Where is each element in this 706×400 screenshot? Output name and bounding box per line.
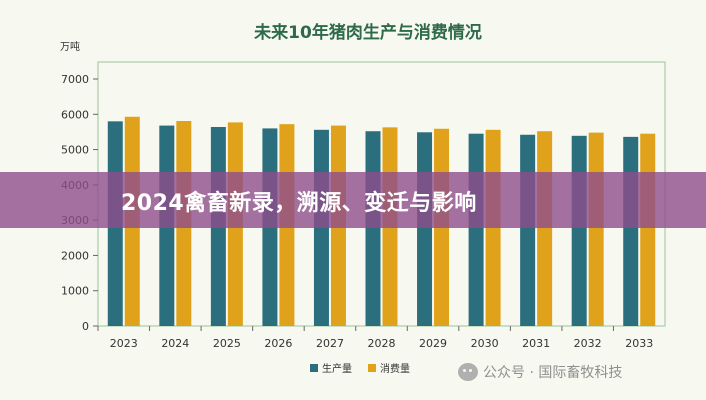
legend-label-consumption: 消费量 [380, 362, 410, 375]
bar-consumption-2031 [537, 131, 553, 326]
legend-label-production: 生产量 [322, 362, 352, 375]
y-tick-label: 1000 [61, 285, 89, 298]
x-tick-label: 2028 [368, 337, 396, 350]
y-axis-unit-label: 万吨 [60, 40, 80, 53]
x-tick-label: 2032 [574, 337, 602, 350]
bar-production-2028 [365, 131, 381, 326]
watermark-text: 公众号 · 国际畜牧科技 [483, 365, 623, 381]
bar-consumption-2033 [640, 133, 656, 326]
x-axis: 2023 2024 2025 2026 2027 2028 2029 2030 2031 2032… [97, 326, 653, 350]
legend: 生产量 消费量 [310, 362, 410, 375]
y-tick-label: 7000 [61, 73, 89, 86]
legend-swatch-production [310, 364, 318, 372]
bar-production-2033 [623, 136, 639, 326]
x-tick-label: 2030 [471, 337, 499, 350]
y-tick-label: 0 [82, 320, 89, 333]
x-tick-label: 2027 [316, 337, 344, 350]
y-tick-label: 5000 [61, 144, 89, 157]
bar-production-2029 [417, 132, 433, 326]
bar-consumption-2032 [588, 132, 604, 326]
x-tick-label: 2024 [161, 337, 189, 350]
legend-swatch-consumption [368, 364, 376, 372]
x-tick-label: 2029 [419, 337, 447, 350]
bar-production-2030 [468, 133, 484, 326]
x-tick-label: 2031 [522, 337, 550, 350]
y-tick-label: 6000 [61, 108, 89, 121]
x-tick-label: 2026 [264, 337, 292, 350]
headline-banner [0, 172, 706, 228]
x-tick-label: 2033 [625, 337, 653, 350]
y-tick-label: 2000 [61, 249, 89, 262]
chart-title: 未来10年猪肉生产与消费情况 [253, 22, 482, 43]
headline-text[interactable]: 2024禽畜新录，溯源、变迁与影响 [121, 191, 477, 216]
x-tick-label: 2025 [213, 337, 241, 350]
watermark: 公众号 · 国际畜牧科技 [458, 362, 622, 382]
wechat-icon [458, 363, 478, 381]
bar-production-2031 [520, 134, 536, 326]
x-tick-label: 2023 [110, 337, 138, 350]
bar-production-2032 [571, 135, 587, 326]
